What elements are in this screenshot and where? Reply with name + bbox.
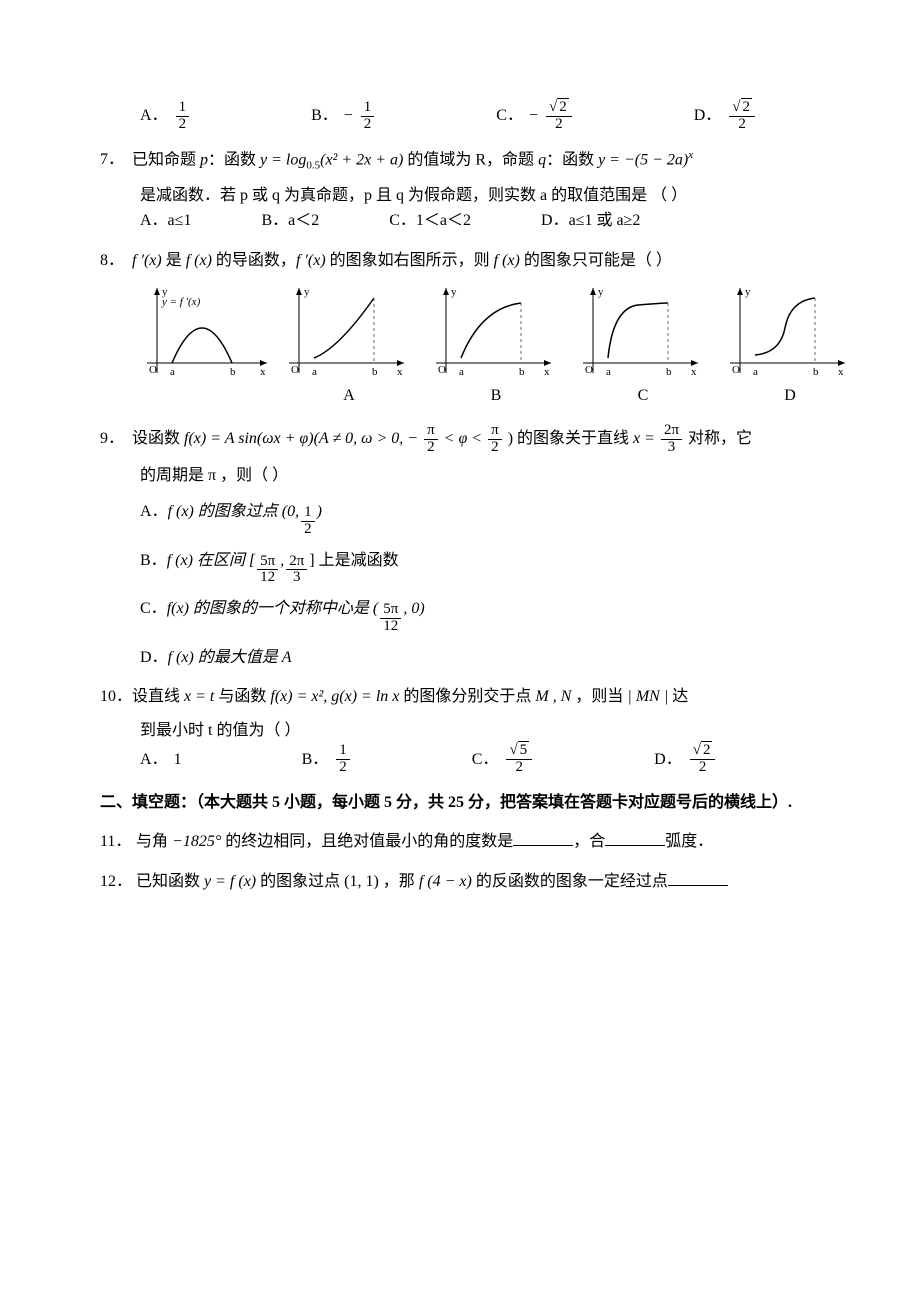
svg-text:y: y: [304, 286, 310, 298]
q6-opt-C: C． − √2 2: [496, 100, 573, 133]
svg-text:b: b: [813, 366, 819, 378]
opt-label: C．: [496, 103, 523, 129]
svg-text:y: y: [162, 286, 168, 298]
q9-num: 9．: [100, 426, 132, 452]
q10-line2: 到最小时 t 的值为（ ）: [140, 718, 860, 744]
q7-num: 7．: [100, 147, 132, 173]
svg-text:b: b: [372, 366, 378, 378]
fraction: π2: [488, 423, 502, 456]
q9-opt-B: B． f (x) 在区间 [ 5π12 , 2π3 ] 上是减函数: [140, 548, 860, 587]
fraction: √2 2: [729, 100, 755, 133]
svg-text:x: x: [544, 366, 550, 378]
fraction: π2: [424, 423, 438, 456]
svg-text:x: x: [397, 366, 403, 378]
fraction: 2π3: [661, 423, 682, 456]
q8-graph-D: Oa b x y D: [720, 283, 860, 409]
q11-num: 11．: [100, 829, 132, 855]
svg-text:a: a: [606, 366, 611, 378]
graph-label-B: B: [426, 383, 566, 409]
q10-opt-B: B． 12: [302, 743, 352, 776]
question-12: 12． 已知函数 y = f (x) 的图象过点 (1, 1) ，那 f (4 …: [100, 869, 860, 895]
fill-blank: [668, 869, 728, 886]
question-7: 7． 已知命题 p：函数 y = log0.5(x² + 2x + a) 的值域…: [100, 147, 860, 234]
opt-label: B．: [311, 103, 338, 129]
svg-text:x: x: [260, 366, 266, 378]
fraction: 1 2: [361, 100, 375, 133]
svg-text:y: y: [451, 286, 457, 298]
q9-opt-C: C． f(x) 的图象的一个对称中心是 ( 5π12 , 0): [140, 596, 860, 635]
graph-label-A: A: [279, 383, 419, 409]
q6-opt-D: D． √2 2: [694, 100, 757, 133]
svg-text:O: O: [732, 364, 740, 376]
q10-opt-C: C． √52: [472, 743, 534, 776]
q7-opt-B: B．a＜2: [261, 208, 319, 234]
svg-text:O: O: [149, 364, 157, 376]
svg-text:y: y: [745, 286, 751, 298]
q12-num: 12．: [100, 869, 132, 895]
q7-options: A．a≤1 B．a＜2 C．1＜a＜2 D．a≤1 或 a≥2: [140, 208, 860, 234]
q8-graph-A: Oa b x y A: [279, 283, 419, 409]
svg-text:a: a: [312, 366, 317, 378]
q10-text: 设直线 x = t 与函数 f(x) = x², g(x) = ln x 的图像…: [132, 684, 688, 710]
fill-blank: [605, 829, 665, 846]
q10-opt-D: D． √22: [654, 743, 717, 776]
graph-label-C: C: [573, 383, 713, 409]
minus-sign: −: [344, 103, 353, 129]
svg-text:b: b: [519, 366, 525, 378]
question-11: 11． 与角 −1825° 的终边相同，且绝对值最小的角的度数是，合弧度．: [100, 829, 860, 855]
fill-blank: [513, 829, 573, 846]
q8-graph-main: y = f ′(x) O a b x y: [132, 283, 272, 409]
svg-text:a: a: [459, 366, 464, 378]
q10-opt-A: A．1: [140, 743, 182, 776]
q6-options: A． 1 2 B． − 1 2 C． − √2 2 D． √2 2: [140, 100, 860, 133]
svg-text:O: O: [438, 364, 446, 376]
q6-opt-B: B． − 1 2: [311, 100, 376, 133]
question-8: 8． f ′(x) 是 f (x) 的导函数，f ′(x) 的图象如右图所示，则…: [100, 248, 860, 409]
q6-opt-A: A． 1 2: [140, 100, 191, 133]
q7-opt-D: D．a≤1 或 a≥2: [541, 208, 640, 234]
opt-label: A．: [140, 103, 168, 129]
q10-num: 10．: [100, 684, 132, 710]
q7-opt-A: A．a≤1: [140, 208, 191, 234]
svg-text:a: a: [170, 366, 175, 378]
svg-text:a: a: [753, 366, 758, 378]
question-9: 9． 设函数 f(x) = A sin(ωx + φ)(A ≠ 0, ω > 0…: [100, 423, 860, 670]
q8-graph-C: Oa b x y C: [573, 283, 713, 409]
q9-line2: 的周期是 π ，则（ ）: [140, 463, 860, 489]
q8-text: f ′(x) 是 f (x) 的导函数，f ′(x) 的图象如右图所示，则 f …: [132, 248, 672, 274]
q7-text: 已知命题 p：函数 y = log0.5(x² + 2x + a) 的值域为 R…: [132, 147, 693, 175]
svg-text:x: x: [691, 366, 697, 378]
svg-text:O: O: [585, 364, 593, 376]
svg-text:b: b: [666, 366, 672, 378]
q9-opt-A: A． f (x) 的图象过点 (0, 12 ): [140, 499, 860, 538]
fraction: 1 2: [176, 100, 190, 133]
q9-opt-D: D． f (x) 的最大值是 A: [140, 645, 860, 671]
q8-graph-B: Oa b x y B: [426, 283, 566, 409]
q7-opt-C: C．1＜a＜2: [389, 208, 471, 234]
minus-sign: −: [529, 103, 538, 129]
q10-options: A．1 B． 12 C． √52 D． √22: [140, 743, 860, 776]
svg-text:O: O: [291, 364, 299, 376]
q9-text: 设函数 f(x) = A sin(ωx + φ)(A ≠ 0, ω > 0, −…: [132, 423, 752, 456]
question-10: 10． 设直线 x = t 与函数 f(x) = x², g(x) = ln x…: [100, 684, 860, 776]
graph-label-D: D: [720, 383, 860, 409]
q8-graphs: y = f ′(x) O a b x y Oa b x y A: [132, 283, 860, 409]
section-2-header: 二、填空题：（本大题共 5 小题，每小题 5 分，共 25 分，把答案填在答题卡…: [100, 790, 860, 816]
svg-text:y: y: [598, 286, 604, 298]
opt-label: D．: [694, 103, 722, 129]
svg-text:b: b: [230, 366, 236, 378]
fraction: √2 2: [546, 100, 572, 133]
q8-num: 8．: [100, 248, 132, 274]
q7-line2: 是减函数．若 p 或 q 为真命题，p 且 q 为假命题，则实数 a 的取值范围…: [140, 183, 860, 209]
svg-text:x: x: [838, 366, 844, 378]
q9-options: A． f (x) 的图象过点 (0, 12 ) B． f (x) 在区间 [ 5…: [140, 499, 860, 670]
